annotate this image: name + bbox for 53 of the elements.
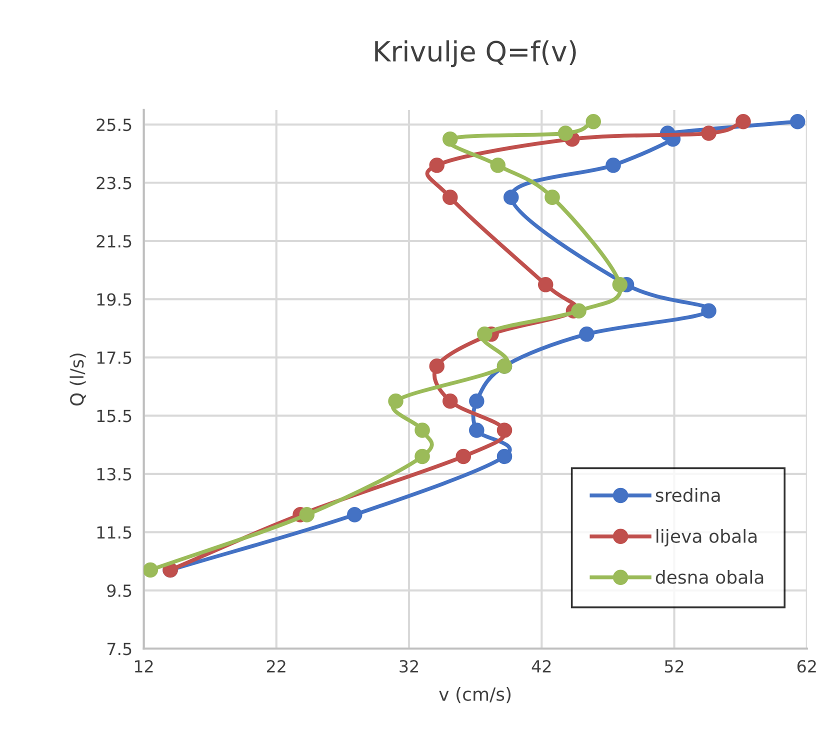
point [701,126,716,141]
point [476,326,492,342]
point [538,277,554,292]
point [579,326,594,342]
chart-title: Krivulje Q=f(v) [375,40,576,68]
point [736,114,751,130]
point [496,422,512,438]
y-axis-title: Q (l/s) [70,354,86,406]
legend-label: desna obala [656,570,764,584]
legend-label: sredina [656,488,720,502]
y-tick-label: 13.5 [97,468,132,481]
y-tick-label: 21.5 [96,234,132,248]
point [586,114,602,130]
point [496,448,512,464]
point [442,190,458,205]
x-axis-title: v (cm/s) [439,687,511,704]
y-tick-label: 7.5 [108,642,132,656]
point [544,190,560,205]
point [504,190,519,205]
point [612,277,628,292]
y-tick-label: 17.5 [97,352,132,364]
point [469,394,484,409]
point [571,303,586,319]
point [442,394,458,409]
y-tick-label: 23.5 [96,176,132,190]
point [429,158,445,173]
point [414,448,430,464]
point [414,422,430,438]
y-tick-label: 11.5 [97,526,132,539]
point [388,394,404,409]
x-tick-label: 62 [797,660,816,673]
point [442,131,458,147]
point [790,114,806,130]
point [469,422,484,438]
x-tick-label: 52 [664,660,684,673]
point [429,358,445,374]
x-tick-label: 12 [134,660,153,672]
legend-label: lijeva obala [656,529,757,546]
x-tick-label: 42 [532,660,551,672]
point [144,562,158,578]
point [456,448,472,464]
point [606,158,621,173]
y-tick-label: 15.5 [97,410,132,422]
point [299,507,315,522]
x-tick-label: 22 [267,660,286,672]
point [490,158,506,173]
y-tick-label: 25.5 [96,118,132,132]
y-tick-label: 9.5 [107,584,132,597]
x-tick-label: 32 [400,660,418,673]
point [347,507,362,522]
point [701,303,716,319]
point [558,126,574,141]
y-tick-label: 19.5 [97,293,132,306]
